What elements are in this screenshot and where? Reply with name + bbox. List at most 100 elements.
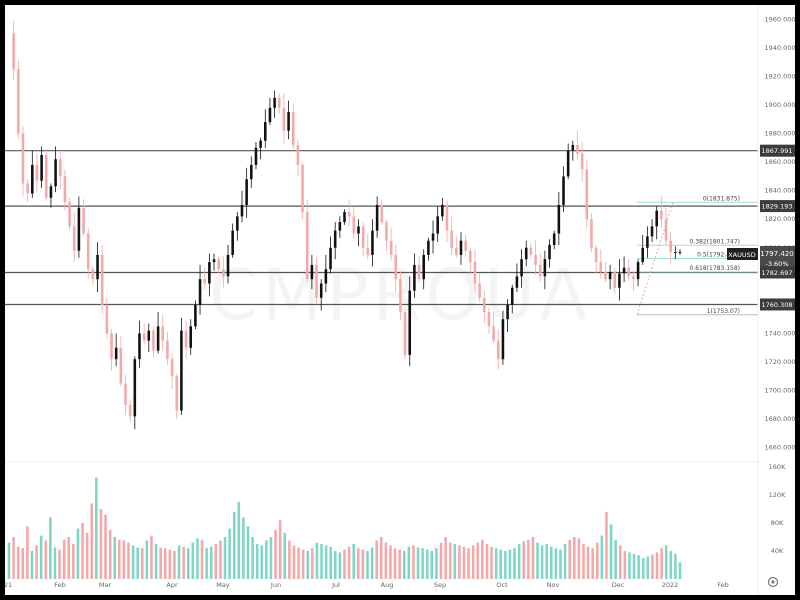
volume-bar-51	[242, 517, 245, 579]
candle-body-112	[529, 247, 533, 255]
volume-bar-121	[563, 544, 567, 579]
level-tag-bg-2	[760, 266, 795, 279]
volume-bar-102	[476, 542, 480, 579]
candle-body-3	[21, 133, 25, 184]
candle-body-12	[63, 176, 67, 203]
time-tick-label-7: Aug	[381, 581, 394, 589]
volume-bar-134	[623, 551, 627, 579]
candle-body-131	[618, 273, 621, 288]
volume-bar-78	[366, 551, 369, 579]
volume-bar-64	[301, 549, 305, 579]
candle-body-92	[436, 216, 439, 234]
candle-body-142	[669, 240, 672, 253]
current-price-tag-change: -3.60%	[766, 260, 789, 268]
candle-body-103	[487, 312, 491, 327]
candle-body-115	[543, 259, 547, 277]
candle-body-50	[240, 204, 244, 217]
volume-bar-67	[315, 542, 319, 579]
volume-bar-75	[352, 544, 355, 579]
volume-bar-6	[35, 545, 38, 579]
volume-bar-55	[260, 545, 264, 579]
candle-body-39	[189, 326, 193, 348]
volume-tick-label-2: 80K	[771, 519, 784, 527]
time-axis[interactable]: 21 Feb Mar Apr May Jun Jul Aug Sep Oct Nov Dec 2022 F…	[4, 581, 729, 589]
candle-body-74	[352, 216, 356, 234]
settings-gear-icon[interactable]	[767, 576, 779, 588]
time-tick-label-2: Mar	[99, 581, 112, 589]
volume-bar-33	[159, 547, 162, 579]
volume-bar-127	[591, 548, 594, 579]
candle-body-80	[380, 204, 384, 223]
candle-body-44	[212, 259, 216, 263]
volume-bar-37	[177, 545, 181, 579]
watermark: CMPROUA	[209, 254, 591, 336]
candle-body-38	[184, 330, 188, 348]
volume-bar-17	[85, 532, 89, 579]
volume-bar-50	[237, 502, 241, 579]
candle-body-13	[68, 202, 71, 227]
candle-body-49	[236, 216, 239, 231]
candle-body-73	[347, 212, 351, 217]
candle-body-22	[110, 333, 113, 360]
candle-body-46	[222, 269, 225, 277]
price-axis[interactable]: 1960.000 1940.000 1920.000 1900.000 1880.000…	[764, 15, 795, 451]
candle-body-134	[632, 276, 635, 280]
candle-body-42	[203, 279, 206, 284]
volume-bar-62	[292, 545, 296, 579]
candlestick-series	[12, 20, 682, 430]
candle-body-121	[571, 144, 575, 151]
volume-bar-83	[389, 545, 392, 579]
symbol-tag-bg	[727, 248, 758, 260]
volume-bar-140	[651, 554, 654, 579]
candle-body-126	[594, 247, 598, 263]
volume-bar-107	[499, 549, 503, 579]
volume-bar-79	[370, 547, 374, 579]
volume-bar-19	[95, 477, 98, 579]
candle-body-127	[599, 262, 603, 273]
candle-body-7	[40, 154, 43, 181]
chart-canvas[interactable]: CMPROUA 0(1831.875) 0.382(1801.747) 0.5(17…	[4, 5, 796, 595]
candle-body-72	[343, 212, 346, 223]
volume-bar-82	[384, 542, 388, 579]
volume-bar-4	[26, 526, 29, 579]
time-tick-label-8: Sep	[434, 581, 446, 589]
volume-bar-106	[494, 548, 498, 579]
volume-series	[7, 477, 682, 579]
level-tag-label-1: 1829.193	[761, 203, 792, 211]
candle-body-8	[44, 154, 48, 198]
candle-body-89	[422, 254, 425, 280]
candle-body-56	[268, 107, 272, 123]
candle-body-79	[375, 204, 379, 231]
candle-body-62	[296, 144, 300, 165]
axis-price-tags: 1797.420 -3.60% XAUUSD 1867.991 1829.193 1…	[727, 144, 795, 311]
price-chart[interactable]: CMPROUA 0(1831.875) 0.382(1801.747) 0.5(17…	[4, 5, 796, 595]
volume-bar-94	[439, 542, 443, 579]
price-tick-label-11: 1740.000	[764, 329, 795, 337]
volume-bar-48	[228, 528, 231, 579]
volume-bar-129	[600, 535, 604, 579]
fibonacci-retracement[interactable]: 0(1831.875) 0.382(1801.747) 0.5(1792.453) 0…	[636, 195, 758, 316]
time-tick-label-6: Jul	[331, 581, 340, 589]
volume-bar-91	[425, 549, 429, 579]
candle-body-21	[105, 304, 109, 334]
candle-body-85	[403, 312, 407, 355]
candle-body-106	[501, 319, 505, 360]
volume-bar-65	[306, 551, 310, 579]
volume-bar-71	[334, 551, 337, 579]
candle-body-47	[226, 254, 230, 277]
price-tick-label-3: 1900.000	[764, 101, 795, 109]
candle-body-99	[469, 250, 472, 263]
volume-bar-24	[118, 539, 121, 579]
volume-bar-73	[343, 549, 346, 579]
volume-bar-10	[53, 547, 57, 579]
candle-body-110	[520, 259, 523, 277]
volume-bar-85	[398, 549, 401, 579]
candle-body-77	[366, 247, 370, 255]
volume-bar-31	[150, 535, 153, 579]
candle-body-88	[417, 264, 421, 280]
volume-bar-52	[246, 526, 250, 579]
volume-bar-103	[481, 539, 484, 579]
volume-bar-44	[209, 546, 213, 579]
time-tick-label-0: 21	[5, 581, 12, 589]
candle-body-144	[678, 252, 682, 254]
